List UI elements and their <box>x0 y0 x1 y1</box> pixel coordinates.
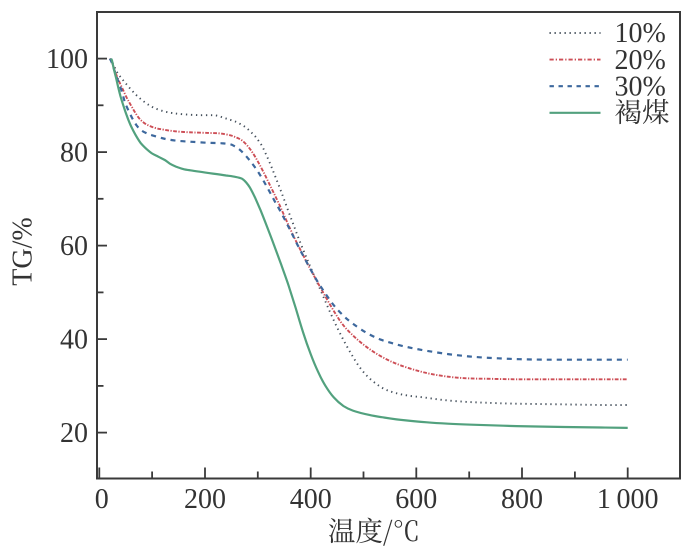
svg-text:600: 600 <box>395 484 437 515</box>
svg-text:80: 80 <box>60 137 88 168</box>
svg-text:1 000: 1 000 <box>597 484 659 515</box>
svg-text:400: 400 <box>290 484 332 515</box>
svg-text:0: 0 <box>95 484 109 515</box>
svg-text:800: 800 <box>501 484 543 515</box>
svg-text:20%: 20% <box>615 45 666 76</box>
svg-text:200: 200 <box>184 484 226 515</box>
svg-text:TG/%: TG/% <box>8 217 39 285</box>
svg-text:60: 60 <box>60 231 88 262</box>
svg-text:40: 40 <box>60 324 88 355</box>
svg-text:30%: 30% <box>615 71 666 102</box>
svg-text:10%: 10% <box>615 18 666 49</box>
svg-text:20: 20 <box>60 418 88 449</box>
svg-text:100: 100 <box>46 44 88 75</box>
